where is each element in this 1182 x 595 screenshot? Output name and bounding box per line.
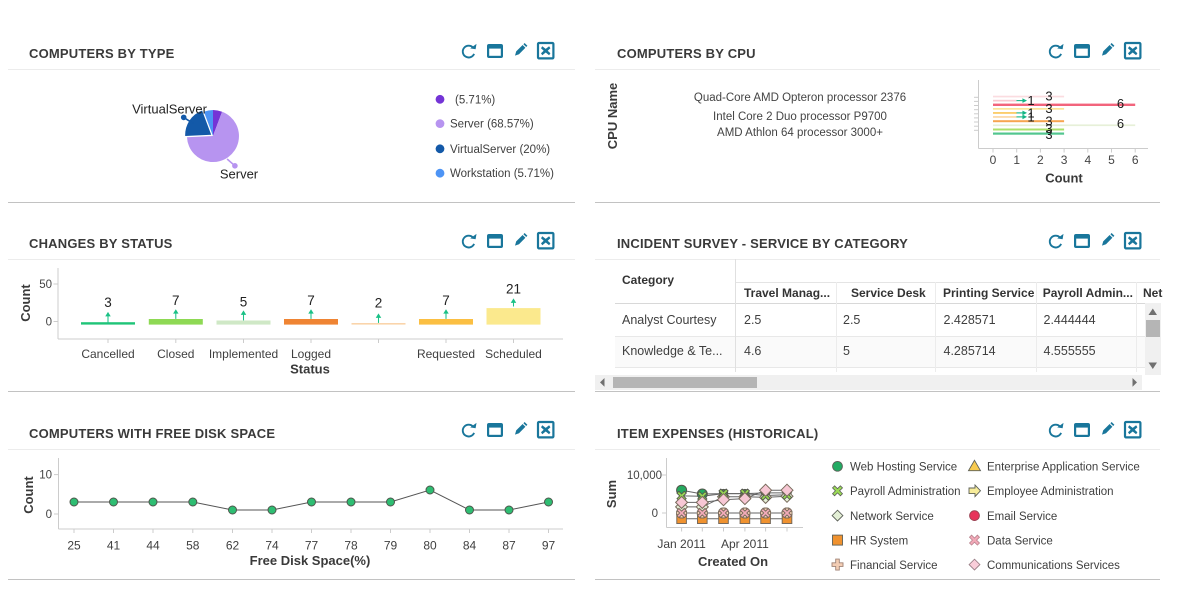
svg-text:7: 7 (172, 293, 180, 308)
svg-text:3: 3 (104, 295, 112, 310)
svg-text:5: 5 (1108, 153, 1115, 167)
svg-text:6: 6 (1132, 153, 1139, 167)
svg-text:50: 50 (39, 279, 52, 291)
svg-text:0: 0 (46, 317, 52, 329)
svg-text:Employee Administration: Employee Administration (987, 486, 1114, 498)
svg-text:Workstation (5.71%): Workstation (5.71%) (450, 168, 554, 180)
svg-text:3: 3 (1061, 153, 1068, 167)
svg-text:(5.71%): (5.71%) (455, 94, 495, 106)
svg-text:Count: Count (21, 476, 36, 514)
svg-text:1: 1 (1027, 110, 1034, 125)
svg-text:Server (68.57%): Server (68.57%) (450, 119, 534, 131)
svg-text:0: 0 (652, 508, 658, 520)
svg-text:44: 44 (146, 539, 160, 553)
svg-text:Count: Count (1045, 171, 1083, 186)
svg-text:74: 74 (265, 539, 279, 553)
svg-text:3: 3 (1045, 89, 1052, 104)
svg-text:25: 25 (67, 539, 81, 553)
svg-text:Enterprise Application Service: Enterprise Application Service (987, 462, 1140, 474)
svg-text:Implemented: Implemented (209, 347, 278, 361)
svg-text:41: 41 (107, 539, 121, 553)
svg-text:7: 7 (442, 293, 450, 308)
svg-text:6: 6 (1117, 96, 1124, 111)
svg-text:0: 0 (46, 509, 52, 521)
svg-text:Quad-Core AMD Opteron processo: Quad-Core AMD Opteron processor 2376 (694, 92, 906, 104)
svg-text:Email Service: Email Service (987, 511, 1057, 523)
svg-text:97: 97 (542, 539, 556, 553)
svg-text:1: 1 (1013, 153, 1020, 167)
svg-text:5: 5 (240, 295, 248, 310)
svg-text:Jan 2011: Jan 2011 (657, 537, 706, 551)
svg-text:80: 80 (423, 539, 437, 553)
svg-text:79: 79 (384, 539, 398, 553)
svg-text:Server: Server (220, 167, 259, 182)
svg-text:CPU Name: CPU Name (605, 83, 620, 149)
svg-text:Apr 2011: Apr 2011 (721, 537, 769, 551)
svg-text:6: 6 (1117, 116, 1124, 131)
svg-text:21: 21 (506, 282, 521, 297)
svg-text:Scheduled: Scheduled (485, 347, 542, 361)
svg-text:Communications Services: Communications Services (987, 560, 1120, 572)
svg-text:Web Hosting Service: Web Hosting Service (850, 462, 957, 474)
svg-text:77: 77 (305, 539, 319, 553)
svg-text:1: 1 (1027, 106, 1034, 121)
svg-text:3: 3 (1045, 127, 1052, 142)
svg-text:Cancelled: Cancelled (81, 347, 134, 361)
svg-text:3: 3 (1045, 101, 1052, 116)
svg-text:Sum: Sum (604, 480, 619, 508)
svg-text:Financial Service: Financial Service (850, 560, 938, 572)
svg-text:62: 62 (226, 539, 240, 553)
svg-text:AMD Athlon 64 processor 3000+: AMD Athlon 64 processor 3000+ (717, 127, 883, 139)
svg-text:Created On: Created On (698, 554, 768, 569)
svg-text:58: 58 (186, 539, 200, 553)
svg-text:2: 2 (375, 296, 383, 311)
svg-text:Requested: Requested (417, 347, 475, 361)
svg-text:Logged: Logged (291, 347, 331, 361)
svg-text:87: 87 (502, 539, 516, 553)
svg-text:1: 1 (1027, 93, 1034, 108)
svg-text:Network Service: Network Service (850, 511, 934, 523)
svg-text:4: 4 (1084, 153, 1091, 167)
svg-text:Payroll Administration: Payroll Administration (850, 486, 961, 498)
svg-text:7: 7 (307, 293, 315, 308)
svg-text:Intel Core 2 Duo processor P97: Intel Core 2 Duo processor P9700 (713, 111, 887, 123)
svg-text:Data Service: Data Service (987, 535, 1053, 547)
svg-text:3: 3 (1045, 121, 1052, 136)
svg-text:Count: Count (18, 284, 33, 322)
svg-text:Status: Status (290, 362, 330, 377)
svg-text:84: 84 (463, 539, 477, 553)
svg-text:Free Disk Space(%): Free Disk Space(%) (250, 553, 371, 568)
svg-text:HR System: HR System (850, 535, 908, 547)
svg-text:10: 10 (39, 470, 52, 482)
svg-text:78: 78 (344, 539, 358, 553)
svg-text:0: 0 (990, 153, 997, 167)
svg-text:Closed: Closed (157, 347, 194, 361)
svg-text:VirtualServer (20%): VirtualServer (20%) (450, 144, 550, 156)
svg-text:10,000: 10,000 (627, 470, 662, 482)
svg-text:2: 2 (1037, 153, 1044, 167)
svg-text:3: 3 (1045, 114, 1052, 129)
svg-text:VirtualServer: VirtualServer (132, 102, 208, 117)
